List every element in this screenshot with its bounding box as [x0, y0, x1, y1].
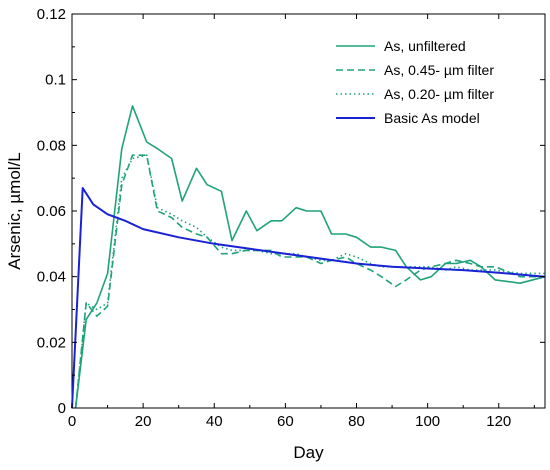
y-tick-label: 0.06	[37, 203, 66, 220]
series-line-1	[74, 154, 545, 409]
y-tick-label: 0.1	[45, 72, 66, 89]
x-tick-label: 40	[206, 413, 223, 430]
axis-ticks: 0 20 40 60 80 100 120 0 0.02 0.04 0.06 0.08 0.1 0.12	[37, 6, 545, 430]
legend: As, unfiltered As, 0.45- µm filter As, 0.2…	[336, 38, 494, 126]
series-line-3	[71, 187, 546, 409]
plot-area: 0 20 40 60 80 100 120 0 0.02 0.04 0.06 0.08 0.1 0.12	[37, 6, 546, 430]
y-tick-label: 0.04	[37, 269, 66, 286]
x-tick-label: 80	[348, 413, 365, 430]
legend-label-2: As, 0.20- µm filter	[384, 86, 494, 102]
legend-label-1: As, 0.45- µm filter	[384, 62, 494, 78]
legend-label-0: As, unfiltered	[384, 38, 466, 54]
x-tick-label: 20	[135, 413, 152, 430]
y-axis-label: Arsenic, µmol/L	[5, 152, 24, 270]
x-tick-label: 0	[68, 413, 76, 430]
series-line-2	[74, 154, 545, 409]
y-tick-label: 0.08	[37, 137, 66, 154]
x-axis-label: Day	[293, 443, 324, 462]
x-tick-label: 60	[277, 413, 294, 430]
y-tick-label: 0	[58, 400, 66, 417]
y-tick-label: 0.12	[37, 6, 66, 23]
x-tick-label: 120	[486, 413, 511, 430]
legend-label-3: Basic As model	[384, 110, 480, 126]
y-tick-label: 0.02	[37, 334, 66, 351]
x-tick-label: 100	[415, 413, 440, 430]
series-lines	[71, 105, 546, 409]
